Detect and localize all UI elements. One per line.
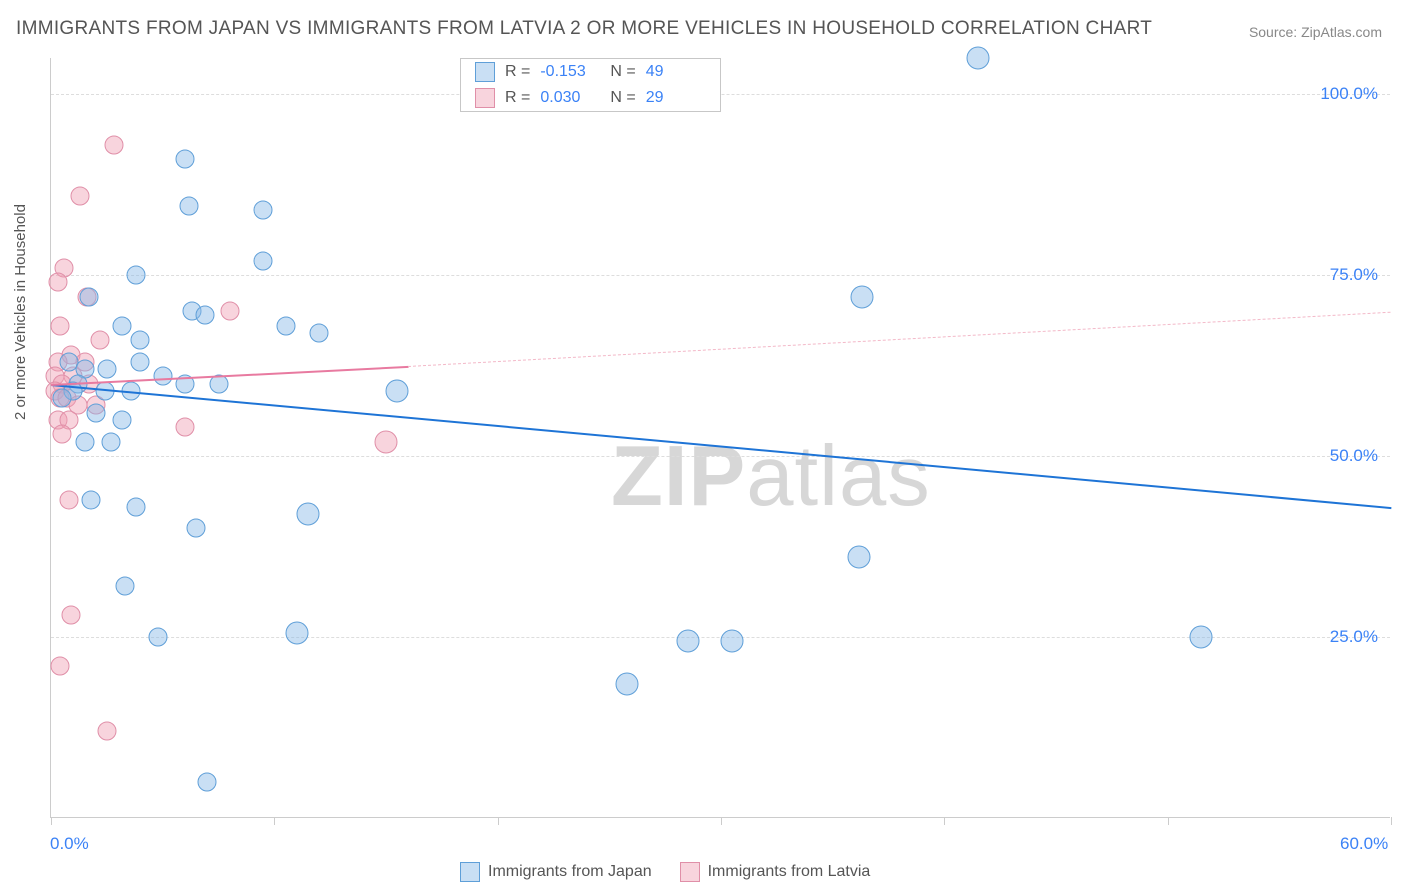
y-tick-label: 100.0% xyxy=(1320,84,1378,104)
japan-point xyxy=(153,367,172,386)
legend-latvia-row: R = 0.030 N = 29 xyxy=(461,85,720,111)
x-tick xyxy=(721,817,722,825)
y-tick-label: 75.0% xyxy=(1330,265,1378,285)
latvia-r-value: 0.030 xyxy=(540,89,600,107)
r-label: R = xyxy=(505,63,530,81)
japan-point xyxy=(254,201,273,220)
legend-stats: R = -0.153 N = 49 R = 0.030 N = 29 xyxy=(460,58,721,112)
y-axis-label: 2 or more Vehicles in Household xyxy=(12,204,29,420)
latvia-point xyxy=(48,273,67,292)
japan-point xyxy=(296,503,319,526)
japan-swatch-icon xyxy=(475,62,495,82)
japan-point xyxy=(75,432,94,451)
gridline xyxy=(51,275,1390,276)
japan-n-value: 49 xyxy=(646,63,706,81)
japan-point xyxy=(721,629,744,652)
japan-point xyxy=(115,577,134,596)
japan-label: Immigrants from Japan xyxy=(488,863,652,881)
latvia-point xyxy=(53,425,72,444)
latvia-point xyxy=(176,418,195,437)
japan-point xyxy=(131,331,150,350)
x-tick xyxy=(51,817,52,825)
japan-point xyxy=(86,403,105,422)
japan-point xyxy=(126,266,145,285)
japan-point xyxy=(180,197,199,216)
latvia-point xyxy=(220,302,239,321)
x-axis-label: 60.0% xyxy=(1340,834,1388,854)
latvia-point xyxy=(71,186,90,205)
japan-point xyxy=(850,285,873,308)
japan-point xyxy=(616,673,639,696)
japan-point xyxy=(966,47,989,70)
japan-r-value: -0.153 xyxy=(540,63,600,81)
x-tick xyxy=(498,817,499,825)
latvia-swatch-icon xyxy=(475,88,495,108)
japan-point xyxy=(848,546,871,569)
japan-point xyxy=(196,305,215,324)
latvia-point xyxy=(97,722,116,741)
japan-point xyxy=(113,410,132,429)
japan-point xyxy=(176,150,195,169)
x-axis-label: 0.0% xyxy=(50,834,89,854)
x-tick xyxy=(944,817,945,825)
japan-point xyxy=(386,379,409,402)
japan-point xyxy=(149,628,168,647)
legend-japan: Immigrants from Japan xyxy=(460,862,652,882)
latvia-swatch-icon xyxy=(680,862,700,882)
japan-point xyxy=(198,772,217,791)
latvia-point xyxy=(59,490,78,509)
latvia-point xyxy=(50,316,69,335)
japan-point xyxy=(310,324,329,343)
japan-swatch-icon xyxy=(460,862,480,882)
latvia-point xyxy=(50,657,69,676)
latvia-point xyxy=(91,331,110,350)
japan-point xyxy=(276,316,295,335)
n-label: N = xyxy=(610,63,635,81)
n-label: N = xyxy=(610,89,635,107)
source-label: Source: ZipAtlas.com xyxy=(1249,24,1382,40)
japan-point xyxy=(82,490,101,509)
watermark: ZIPatlas xyxy=(611,428,931,526)
japan-point xyxy=(254,251,273,270)
x-tick xyxy=(274,817,275,825)
latvia-trend-extrapolation xyxy=(408,311,1391,366)
latvia-point xyxy=(104,135,123,154)
gridline xyxy=(51,456,1390,457)
japan-point xyxy=(126,497,145,516)
japan-point xyxy=(97,360,116,379)
chart-title: IMMIGRANTS FROM JAPAN VS IMMIGRANTS FROM… xyxy=(16,18,1152,40)
legend-series: Immigrants from Japan Immigrants from La… xyxy=(460,862,870,882)
plot-area: ZIPatlas 25.0% 50.0% 75.0% 100.0% xyxy=(50,58,1390,818)
japan-point xyxy=(79,287,98,306)
legend-latvia: Immigrants from Latvia xyxy=(680,862,871,882)
japan-point xyxy=(102,432,121,451)
japan-point xyxy=(285,622,308,645)
x-tick xyxy=(1391,817,1392,825)
japan-point xyxy=(1190,626,1213,649)
japan-point xyxy=(187,519,206,538)
japan-point xyxy=(131,353,150,372)
y-tick-label: 50.0% xyxy=(1330,446,1378,466)
x-tick xyxy=(1168,817,1169,825)
japan-point xyxy=(53,389,72,408)
y-tick-label: 25.0% xyxy=(1330,627,1378,647)
japan-point xyxy=(676,629,699,652)
japan-point xyxy=(113,316,132,335)
latvia-point xyxy=(62,606,81,625)
latvia-label: Immigrants from Latvia xyxy=(708,863,871,881)
legend-japan-row: R = -0.153 N = 49 xyxy=(461,59,720,85)
latvia-point xyxy=(375,430,398,453)
r-label: R = xyxy=(505,89,530,107)
latvia-n-value: 29 xyxy=(646,89,706,107)
